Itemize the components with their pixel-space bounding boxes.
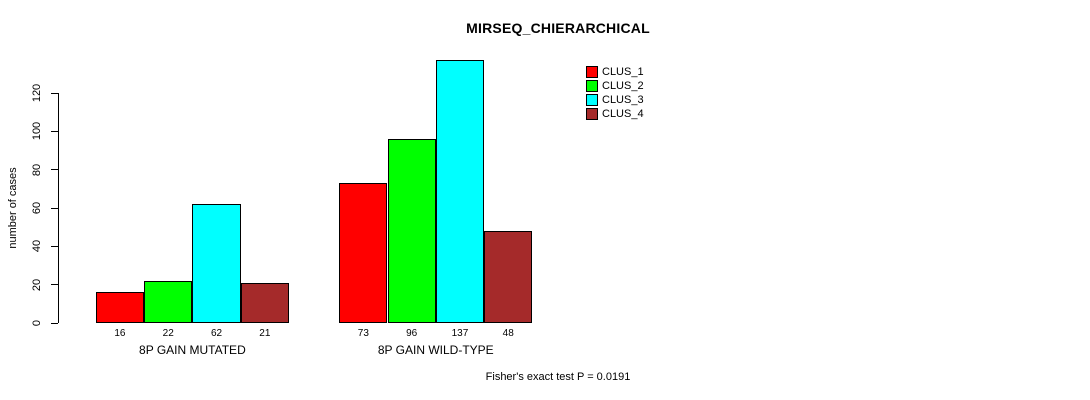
bar-clus_3-group2 xyxy=(435,60,485,323)
y-axis-tick-label: 40 xyxy=(31,240,43,253)
chart-title: MIRSEQ_CHIERARCHICAL xyxy=(466,20,650,36)
legend-swatch-clus_1 xyxy=(586,65,598,78)
legend-swatch-clus_4 xyxy=(586,108,598,121)
group-label-1: 8P GAIN MUTATED xyxy=(139,343,246,357)
legend-label: CLUS_1 xyxy=(602,65,644,78)
bar-clus_1-group1 xyxy=(95,292,145,323)
legend-swatch-clus_3 xyxy=(586,94,598,107)
bar-value-label: 16 xyxy=(114,328,126,339)
y-axis-line xyxy=(58,93,59,323)
y-axis-tick-label: 80 xyxy=(31,163,43,176)
bar-clus_2-group2 xyxy=(387,139,436,323)
legend-row-clus_2: CLUS_2 xyxy=(586,79,644,92)
group-label-2: 8P GAIN WILD-TYPE xyxy=(377,343,494,357)
legend-row-clus_1: CLUS_1 xyxy=(586,65,644,78)
y-axis-tick-label: 100 xyxy=(31,122,43,141)
legend-label: CLUS_3 xyxy=(602,94,644,107)
bar-value-label: 22 xyxy=(162,328,174,339)
bar-clus_2-group1 xyxy=(144,280,193,323)
y-axis-tick-label: 0 xyxy=(31,319,43,327)
bar-clus_3-group1 xyxy=(192,204,241,323)
legend-row-clus_3: CLUS_3 xyxy=(586,94,644,107)
bar-value-label: 48 xyxy=(502,328,514,339)
legend-label: CLUS_4 xyxy=(602,108,644,121)
legend-label: CLUS_2 xyxy=(602,79,644,92)
y-axis-tick xyxy=(51,169,58,171)
y-axis-tick xyxy=(51,207,58,209)
y-axis-label: number of cases xyxy=(7,167,19,249)
bar-clus_1-group2 xyxy=(339,183,388,323)
bar-value-label: 62 xyxy=(210,328,223,339)
legend-row-clus_4: CLUS_4 xyxy=(586,108,644,121)
y-axis-tick-label: 120 xyxy=(31,83,43,103)
y-axis-tick xyxy=(51,92,58,94)
y-axis-tick-label: 20 xyxy=(31,278,43,291)
bar-clus_4-group2 xyxy=(484,231,533,323)
y-axis-tick xyxy=(51,245,58,247)
bar-value-label: 96 xyxy=(406,328,418,339)
legend-swatch-clus_2 xyxy=(586,79,598,92)
bar-value-label: 73 xyxy=(357,328,369,339)
y-axis-tick xyxy=(51,284,58,286)
y-axis-tick xyxy=(51,130,58,132)
fisher-test-annotation: Fisher's exact test P = 0.0191 xyxy=(485,371,631,383)
bar-clus_4-group1 xyxy=(240,282,289,323)
y-axis-tick xyxy=(51,322,58,324)
bar-value-label: 21 xyxy=(259,328,271,339)
bar-value-label: 137 xyxy=(451,328,469,339)
y-axis-tick-label: 60 xyxy=(31,201,43,215)
